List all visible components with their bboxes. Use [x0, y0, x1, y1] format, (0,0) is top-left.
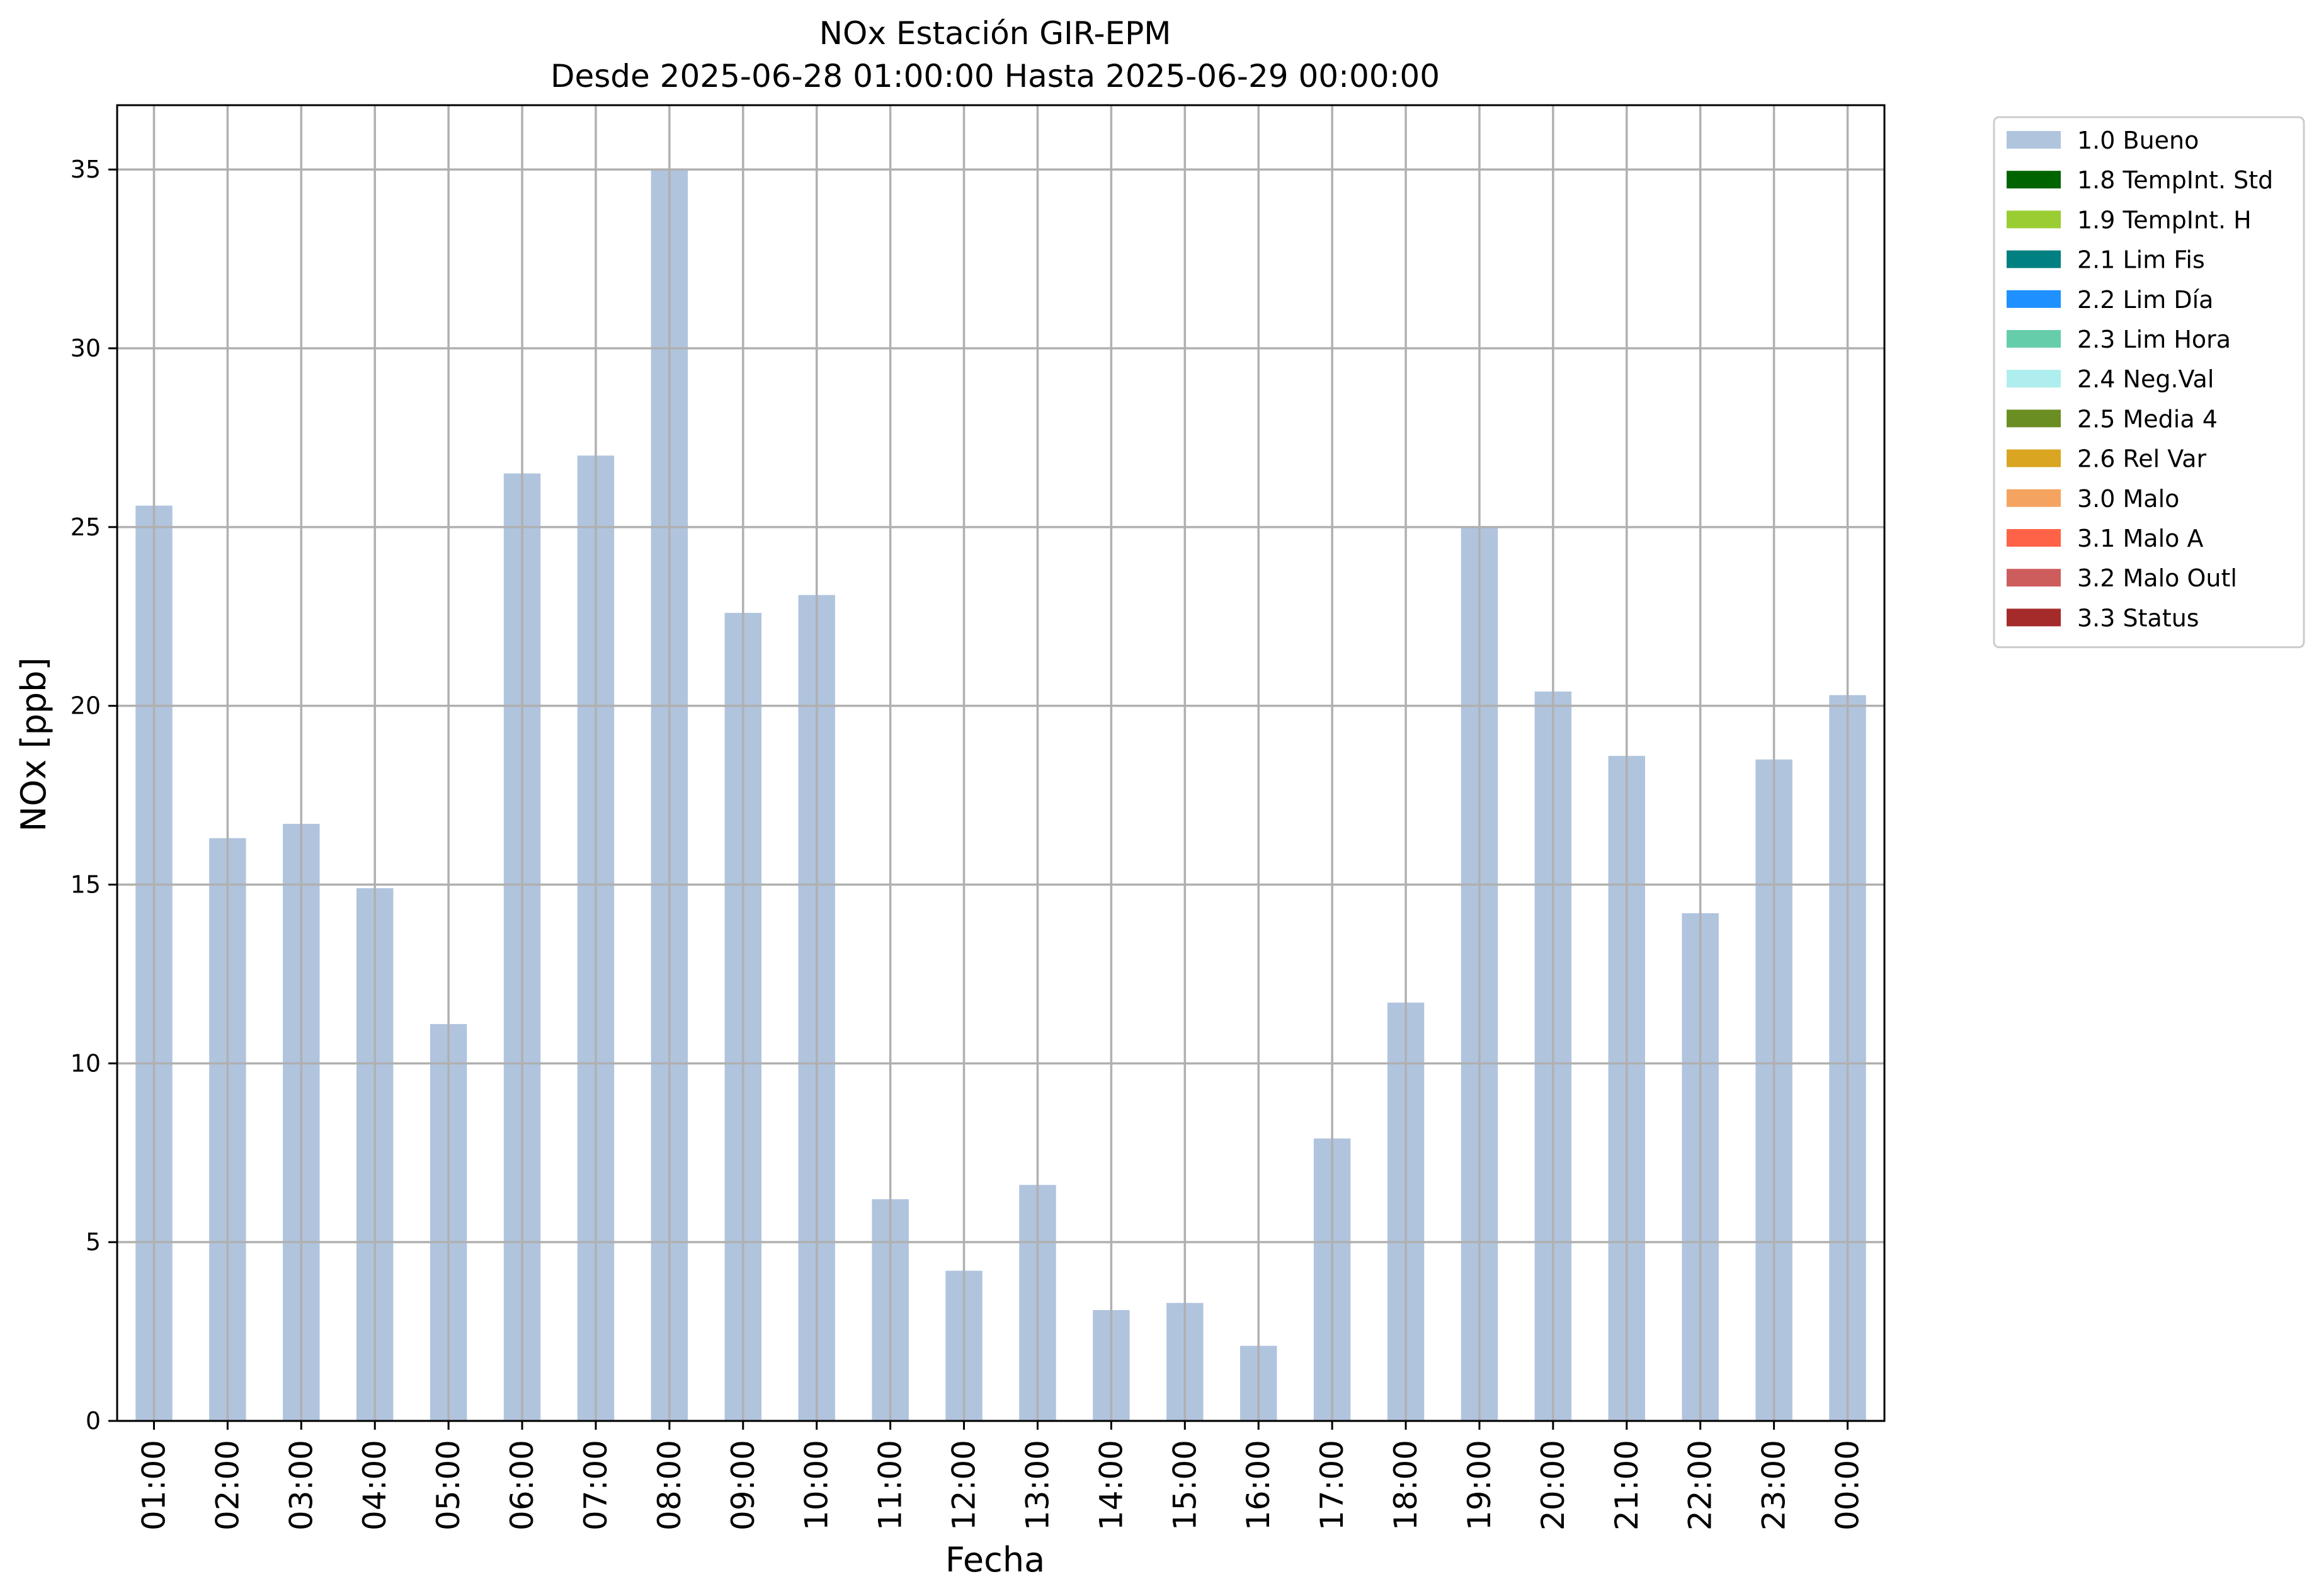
legend-swatch [2007, 370, 2061, 388]
x-tick-label: 04:00 [356, 1440, 393, 1530]
legend-swatch [2007, 210, 2061, 229]
x-tick-label: 07:00 [578, 1440, 614, 1530]
legend-label: 2.5 Media 4 [2077, 405, 2218, 433]
x-tick-label: 01:00 [135, 1440, 172, 1530]
legend-swatch [2007, 250, 2061, 268]
legend-label: 3.1 Malo A [2077, 525, 2203, 552]
y-tick-label: 30 [71, 334, 101, 362]
x-tick-label: 13:00 [1019, 1440, 1056, 1530]
legend-label: 2.1 Lim Fis [2077, 246, 2205, 274]
chart-subtitle: Desde 2025-06-28 01:00:00 Hasta 2025-06-… [550, 58, 1440, 94]
plot-frame [116, 104, 1886, 1422]
x-tick-label: 10:00 [799, 1440, 835, 1530]
legend-frame [1993, 116, 2305, 649]
legend-swatch [2007, 290, 2061, 308]
y-tick-label: 25 [71, 513, 101, 541]
x-tick-label: 09:00 [725, 1440, 761, 1530]
legend-swatch [2007, 489, 2061, 507]
legend-swatch [2007, 529, 2061, 547]
legend-swatch [2007, 131, 2061, 149]
legend-swatch [2007, 330, 2061, 348]
x-tick-label: 06:00 [504, 1440, 540, 1530]
x-tick-label: 15:00 [1166, 1440, 1203, 1530]
y-axis-label: NOx [ppb] [14, 658, 54, 832]
legend-swatch [2007, 171, 2061, 189]
x-tick-label: 14:00 [1093, 1440, 1129, 1530]
y-tick-label: 10 [71, 1049, 101, 1077]
x-tick-label: 00:00 [1830, 1440, 1866, 1530]
y-tick-label: 35 [71, 156, 101, 183]
x-tick-label: 20:00 [1535, 1440, 1571, 1530]
x-tick-label: 22:00 [1682, 1440, 1719, 1530]
legend-swatch [2007, 409, 2061, 428]
x-tick-label: 08:00 [651, 1440, 688, 1530]
legend-swatch [2007, 608, 2061, 627]
x-axis-label: Fecha [945, 1540, 1045, 1580]
legend-label: 2.2 Lim Día [2077, 286, 2213, 314]
legend: 1.0 Bueno 1.8 TempInt. Std 1.9 TempInt. H 2… [1993, 116, 2305, 649]
plot-area: 0 5 10 15 20 25 30 35 01:00 02:00 03:00 04:00 05:00 0… [71, 104, 1886, 1530]
legend-label: 2.6 Rel Var [2077, 445, 2207, 473]
x-tick-label: 02:00 [209, 1440, 246, 1530]
x-tick-label: 03:00 [283, 1440, 319, 1530]
legend-label: 3.3 Status [2077, 604, 2199, 632]
x-tick-label: 23:00 [1756, 1440, 1792, 1530]
legend-swatch [2007, 449, 2061, 467]
legend-label: 2.4 Neg.Val [2077, 365, 2214, 393]
x-tick-label: 19:00 [1461, 1440, 1498, 1530]
y-tick-label: 0 [86, 1407, 101, 1435]
legend-label: 3.2 Malo Outl [2077, 564, 2237, 592]
legend-label: 1.0 Bueno [2077, 127, 2199, 154]
x-tick-label: 11:00 [872, 1440, 909, 1530]
y-tick-label: 20 [71, 692, 101, 720]
x-tick-label: 12:00 [946, 1440, 983, 1530]
legend-label: 3.0 Malo [2077, 485, 2179, 513]
chart-title: NOx Estación GIR-EPM [819, 15, 1171, 52]
x-tick-label: 17:00 [1314, 1440, 1350, 1530]
legend-label: 2.3 Lim Hora [2077, 326, 2231, 353]
y-tick-label: 15 [71, 871, 101, 899]
y-tick-label: 5 [86, 1228, 101, 1256]
x-tick-label: 05:00 [430, 1440, 467, 1530]
x-tick-label: 18:00 [1387, 1440, 1424, 1530]
legend-label: 1.8 TempInt. Std [2077, 166, 2273, 194]
x-tick-label: 21:00 [1609, 1440, 1645, 1530]
x-tick-label: 16:00 [1240, 1440, 1277, 1530]
legend-label: 1.9 TempInt. H [2077, 206, 2252, 234]
legend-swatch [2007, 569, 2061, 587]
